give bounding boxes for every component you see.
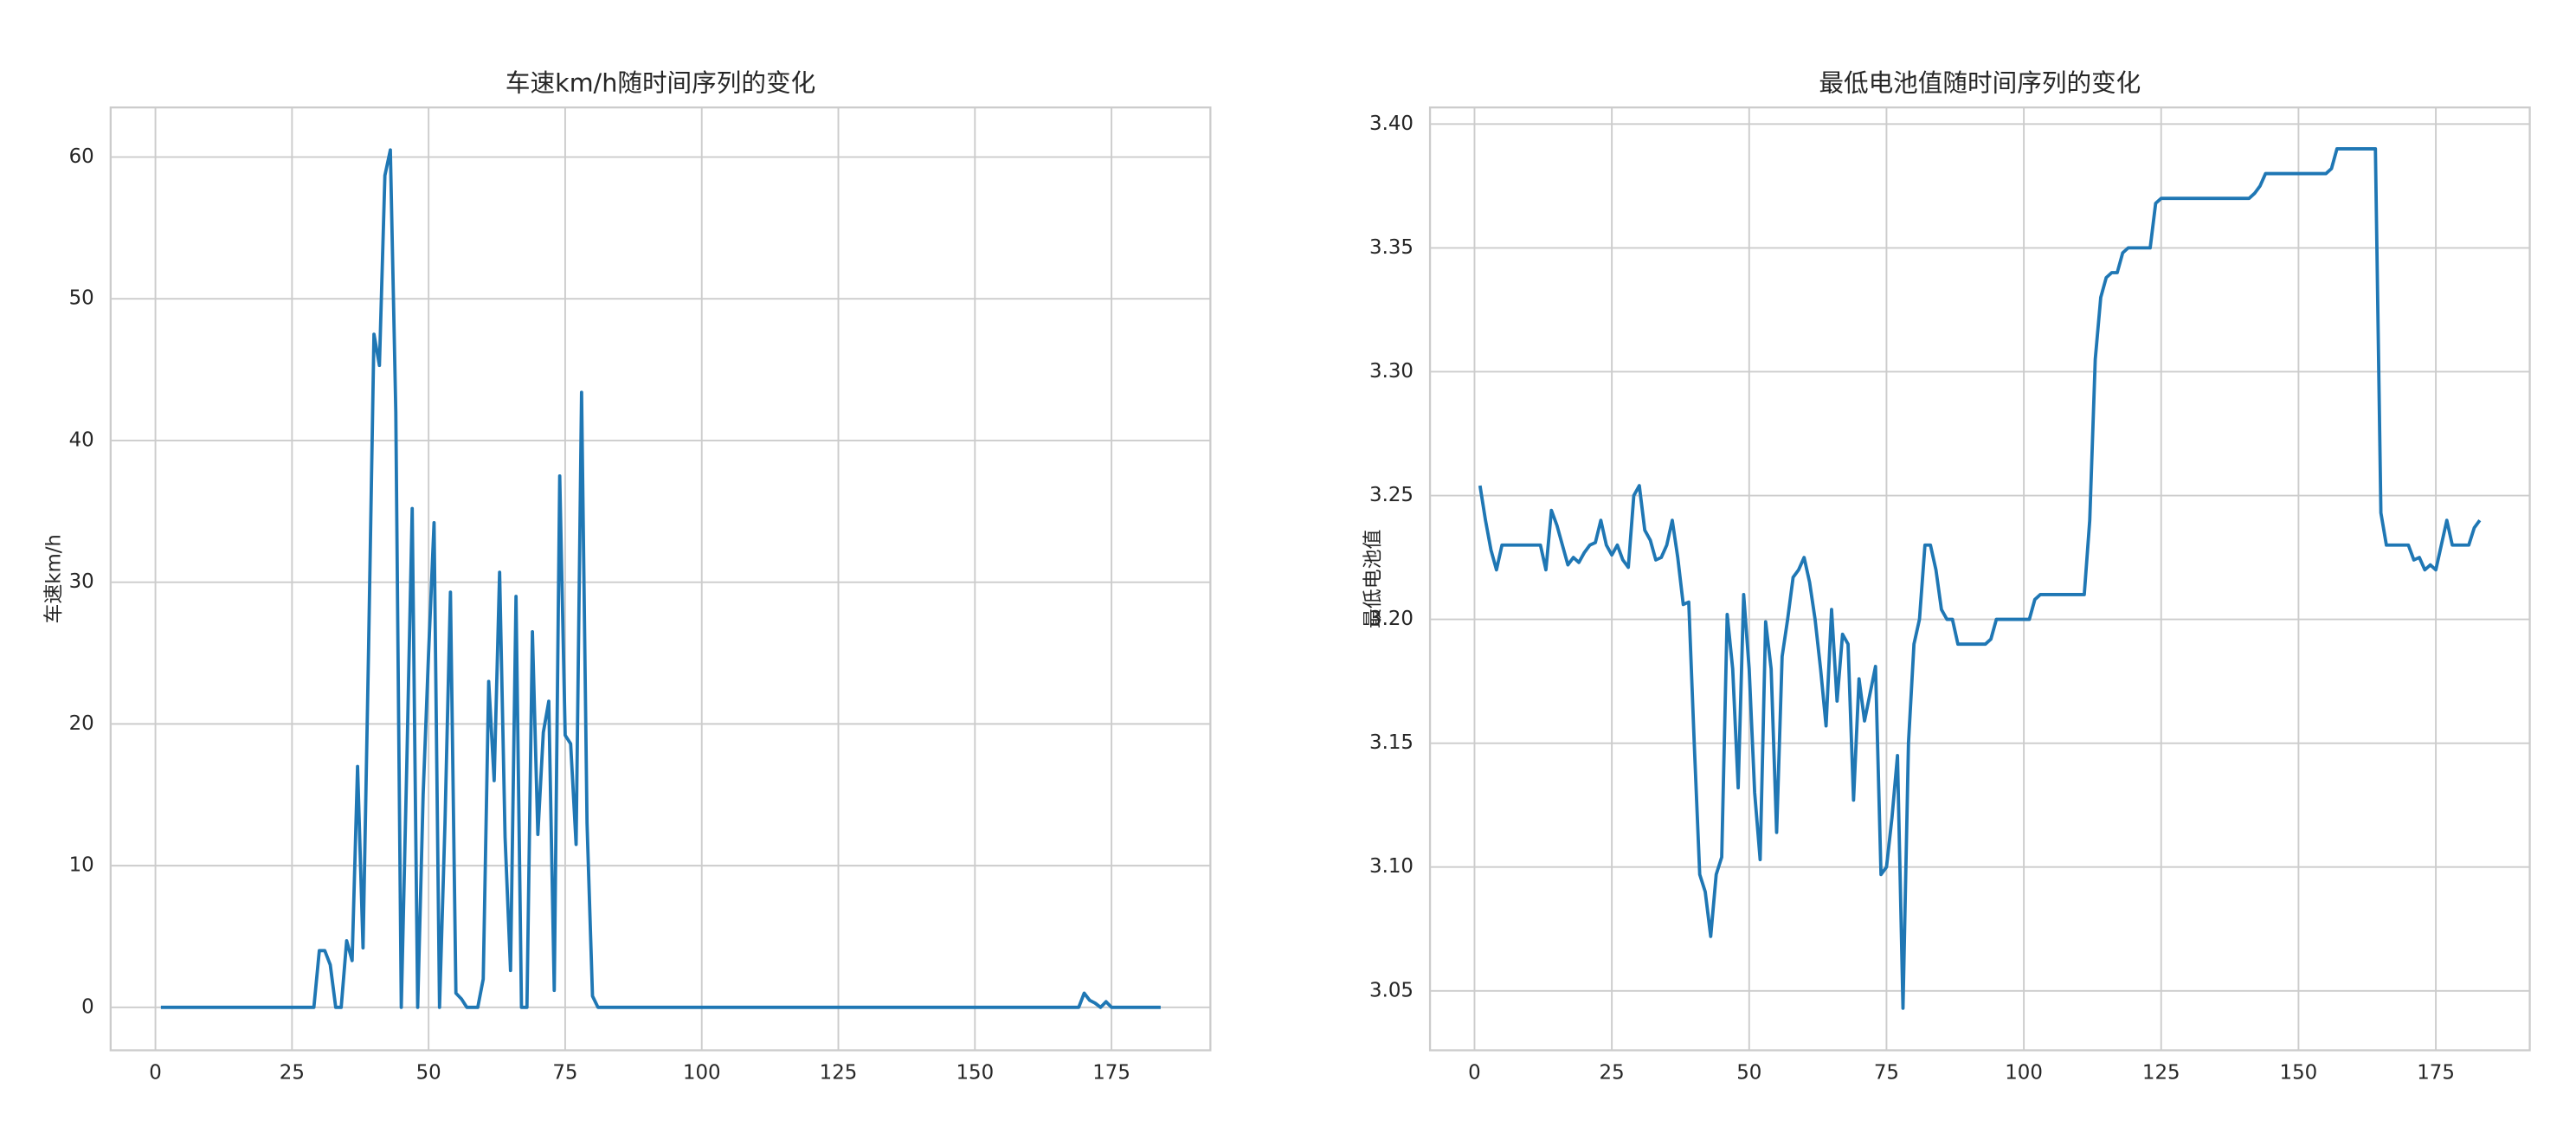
y-axis-label: 车速km/h (42, 534, 65, 624)
y-tick-label: 3.10 (1369, 855, 1414, 878)
chart-title: 车速km/h随时间序列的变化 (506, 68, 815, 97)
y-axis-label: 最低电池值 (1362, 530, 1385, 628)
x-tick-label: 25 (280, 1062, 305, 1085)
data-line (1478, 147, 2482, 1010)
y-tick-label: 3.05 (1369, 979, 1414, 1001)
x-tick-label: 50 (1736, 1062, 1761, 1085)
y-tick-label: 3.15 (1369, 731, 1414, 754)
x-tick-label: 125 (820, 1062, 858, 1085)
data-line (160, 148, 1161, 1009)
y-tick-label: 3.30 (1369, 360, 1414, 383)
x-tick-label: 75 (552, 1062, 577, 1085)
chart-title: 最低电池值随时间序列的变化 (1819, 68, 2141, 97)
y-tick-label: 30 (69, 570, 94, 593)
x-tick-label: 175 (1092, 1062, 1130, 1085)
y-tick-label: 3.25 (1369, 484, 1414, 506)
y-tick-label: 50 (69, 287, 94, 310)
y-tick-label: 3.20 (1369, 608, 1414, 630)
x-tick-label: 150 (956, 1062, 994, 1085)
x-tick-label: 100 (683, 1062, 721, 1085)
y-tick-label: 20 (69, 712, 94, 735)
y-tick-label: 60 (69, 145, 94, 168)
x-tick-label: 175 (2417, 1062, 2455, 1085)
x-tick-label: 75 (1874, 1062, 1899, 1085)
x-tick-label: 0 (1468, 1062, 1481, 1085)
x-tick-label: 100 (2005, 1062, 2043, 1085)
y-tick-label: 3.40 (1369, 113, 1414, 135)
x-tick-label: 150 (2280, 1062, 2318, 1085)
y-tick-label: 3.35 (1369, 236, 1414, 259)
y-tick-label: 40 (69, 428, 94, 451)
y-tick-label: 10 (69, 854, 94, 877)
x-tick-label: 125 (2142, 1062, 2180, 1085)
x-tick-label: 25 (1600, 1062, 1625, 1085)
x-tick-label: 0 (149, 1062, 162, 1085)
y-tick-label: 0 (81, 995, 94, 1018)
axes-frame (1428, 106, 2531, 1052)
axes-frame (109, 106, 1212, 1052)
x-tick-label: 50 (416, 1062, 441, 1085)
